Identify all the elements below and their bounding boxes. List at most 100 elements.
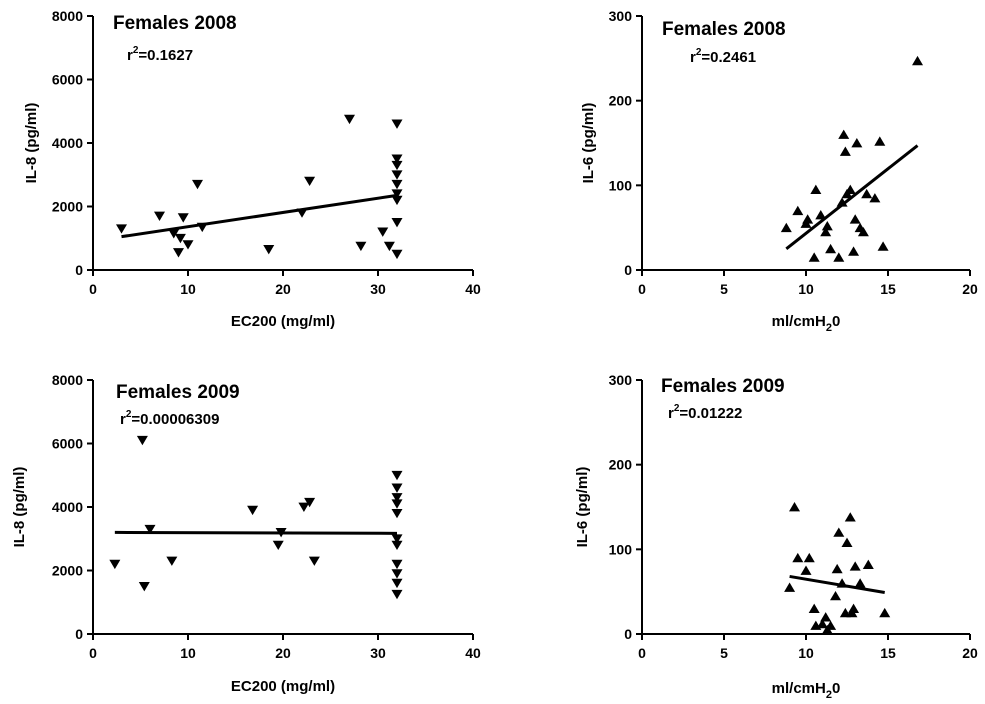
data-point <box>836 197 848 207</box>
data-point <box>177 213 189 223</box>
x-tick-label: 30 <box>370 645 386 661</box>
data-point <box>830 590 842 601</box>
data-point <box>391 493 403 503</box>
data-point <box>355 241 367 252</box>
data-point <box>815 210 827 220</box>
x-tick-label: 10 <box>798 645 814 661</box>
data-point <box>391 483 403 493</box>
data-point <box>182 240 194 250</box>
r-squared-label: r2=0.01222 <box>668 403 742 422</box>
data-point <box>862 559 874 569</box>
x-axis-title: EC200 (mg/ml) <box>231 678 335 695</box>
data-point <box>391 195 403 206</box>
data-point <box>808 603 820 613</box>
data-point <box>803 552 815 563</box>
data-point <box>877 241 889 251</box>
data-point <box>789 502 801 512</box>
x-tick-label: 5 <box>720 645 728 661</box>
y-axis-title: IL-6 (pg/ml) <box>574 467 591 548</box>
data-point <box>800 565 812 575</box>
x-tick-label: 15 <box>880 281 896 297</box>
data-point <box>391 569 403 579</box>
data-point <box>839 146 851 156</box>
data-point <box>869 193 881 203</box>
x-tick-label: 15 <box>880 645 896 661</box>
data-point <box>874 136 886 146</box>
x-axis-title: EC200 (mg/ml) <box>231 313 335 330</box>
data-point <box>844 512 856 522</box>
data-point <box>391 589 403 600</box>
data-point <box>808 252 820 262</box>
data-point <box>116 224 127 234</box>
data-point <box>138 581 150 592</box>
x-tick-label: 10 <box>180 281 196 297</box>
data-point <box>821 221 833 231</box>
data-point <box>391 179 403 190</box>
data-point <box>263 244 275 255</box>
data-point <box>391 578 403 589</box>
data-point <box>391 249 403 260</box>
y-tick-label: 6000 <box>52 436 83 452</box>
panel-il6-2009: 0 100 200 300 0 5 10 15 20 IL-6 (pg/ml) ml/cmH20 Fe… <box>574 372 978 701</box>
x-tick-label: 0 <box>89 281 97 297</box>
data-point <box>784 582 796 592</box>
data-point <box>844 184 856 194</box>
panel-il6-2008: 0 100 200 300 0 5 10 15 20 IL-6 (pg/ml) ml/cmH20 Fe… <box>580 8 978 334</box>
data-point <box>825 243 837 254</box>
x-tick-label: 10 <box>180 645 196 661</box>
regression-line <box>114 530 398 535</box>
y-tick-label: 100 <box>609 541 633 557</box>
data-point <box>391 499 403 509</box>
data-point <box>841 537 853 547</box>
x-tick-label: 20 <box>962 281 978 297</box>
data-point <box>272 540 284 551</box>
regression-line <box>789 574 885 594</box>
panel-il8-2008: 0 2000 4000 6000 8000 0 10 20 30 40 IL-8 (pg/ml) EC… <box>23 8 481 330</box>
x-axis-title: ml/cmH20 <box>772 313 841 334</box>
data-point <box>196 222 208 233</box>
data-point <box>166 556 178 566</box>
data-point <box>391 470 403 481</box>
data-point <box>391 154 403 164</box>
data-point <box>296 208 308 218</box>
data-point <box>816 618 828 629</box>
data-point <box>383 241 395 252</box>
y-tick-label: 2000 <box>52 563 83 579</box>
data-point <box>810 184 822 194</box>
y-tick-label: 4000 <box>52 499 83 515</box>
y-tick-label: 200 <box>609 93 633 109</box>
x-tick-label: 40 <box>465 645 481 661</box>
data-point <box>838 129 850 139</box>
r-squared-label: r2=0.00006309 <box>120 409 219 428</box>
y-tick-label: 0 <box>75 626 83 642</box>
y-tick-label: 8000 <box>52 372 83 388</box>
data-point <box>848 603 860 613</box>
y-tick-label: 200 <box>609 457 633 473</box>
data-point <box>849 214 861 224</box>
data-point <box>344 114 355 125</box>
regression-line <box>121 193 398 239</box>
x-tick-label: 10 <box>798 281 814 297</box>
data-point <box>298 502 310 512</box>
x-tick-label: 0 <box>89 645 97 661</box>
x-tick-label: 5 <box>720 281 728 297</box>
data-point <box>836 578 848 588</box>
data-point <box>174 233 186 244</box>
data-point <box>391 217 403 228</box>
panel-il8-2009: 0 2000 4000 6000 8000 0 10 20 30 40 IL-8 (pg/ml) EC… <box>11 372 481 695</box>
panel-title: Females 2009 <box>661 376 785 397</box>
data-point <box>912 55 924 66</box>
y-tick-label: 0 <box>75 262 83 278</box>
panel-title: Females 2009 <box>116 382 240 403</box>
x-axis-title: ml/cmH20 <box>772 680 841 701</box>
data-point <box>304 497 316 508</box>
data-point <box>825 620 837 630</box>
data-point <box>851 138 863 148</box>
y-axis-title: IL-6 (pg/ml) <box>580 103 597 184</box>
data-point <box>861 188 873 199</box>
data-point <box>391 160 403 171</box>
y-tick-label: 6000 <box>52 72 83 88</box>
panel-title: Females 2008 <box>662 19 786 40</box>
y-axis-title: IL-8 (pg/ml) <box>23 103 40 184</box>
